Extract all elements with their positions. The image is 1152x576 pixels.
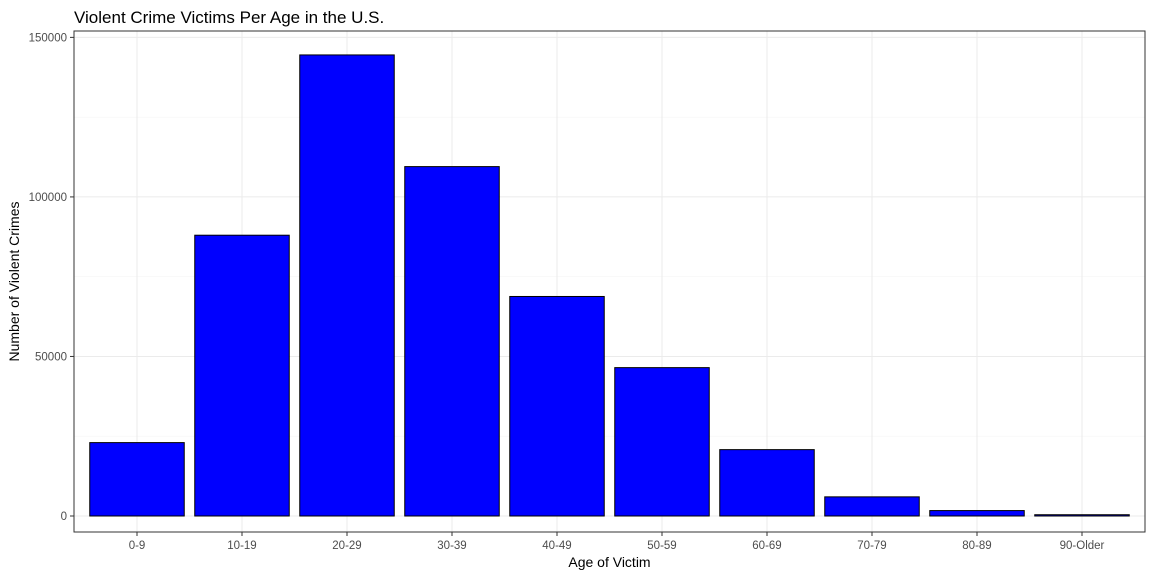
y-tick-label: 0 bbox=[61, 511, 67, 523]
bar-40-49 bbox=[509, 295, 605, 517]
bar-80-89 bbox=[929, 510, 1025, 517]
y-tick-label: 50000 bbox=[35, 351, 67, 363]
bar-50-59 bbox=[614, 367, 710, 517]
chart-title: Violent Crime Victims Per Age in the U.S… bbox=[74, 8, 384, 27]
y-tick-label: 150000 bbox=[29, 32, 67, 44]
x-tick-label: 20-29 bbox=[332, 540, 361, 552]
x-tick-label: 60-69 bbox=[752, 540, 781, 552]
x-axis-title: Age of Victim bbox=[568, 554, 650, 570]
x-tick-label: 80-89 bbox=[962, 540, 991, 552]
x-tick-label: 10-19 bbox=[227, 540, 256, 552]
y-axis: 0 50000 100000 150000 bbox=[29, 32, 74, 523]
bar-90-older bbox=[1034, 514, 1130, 517]
x-axis: 0-9 10-19 20-29 30-39 40-49 50-59 60-69 70-79 80… bbox=[129, 532, 1105, 552]
x-tick-label: 0-9 bbox=[129, 540, 146, 552]
x-tick-label: 40-49 bbox=[542, 540, 571, 552]
bar-20-29 bbox=[299, 54, 395, 517]
x-tick-label: 50-59 bbox=[647, 540, 676, 552]
y-tick-label: 100000 bbox=[29, 192, 67, 204]
bar-30-39 bbox=[404, 166, 500, 517]
x-tick-label: 70-79 bbox=[857, 540, 886, 552]
bar-60-69 bbox=[719, 449, 815, 517]
bar-10-19 bbox=[194, 234, 290, 517]
x-tick-label: 30-39 bbox=[437, 540, 466, 552]
bar-70-79 bbox=[824, 496, 920, 517]
x-tick-label: 90-Older bbox=[1060, 540, 1105, 552]
bars bbox=[89, 54, 1130, 517]
bar-0-9 bbox=[89, 442, 185, 517]
y-axis-title: Number of Violent Crimes bbox=[6, 201, 22, 361]
plot-panel-border bbox=[73, 30, 1146, 533]
